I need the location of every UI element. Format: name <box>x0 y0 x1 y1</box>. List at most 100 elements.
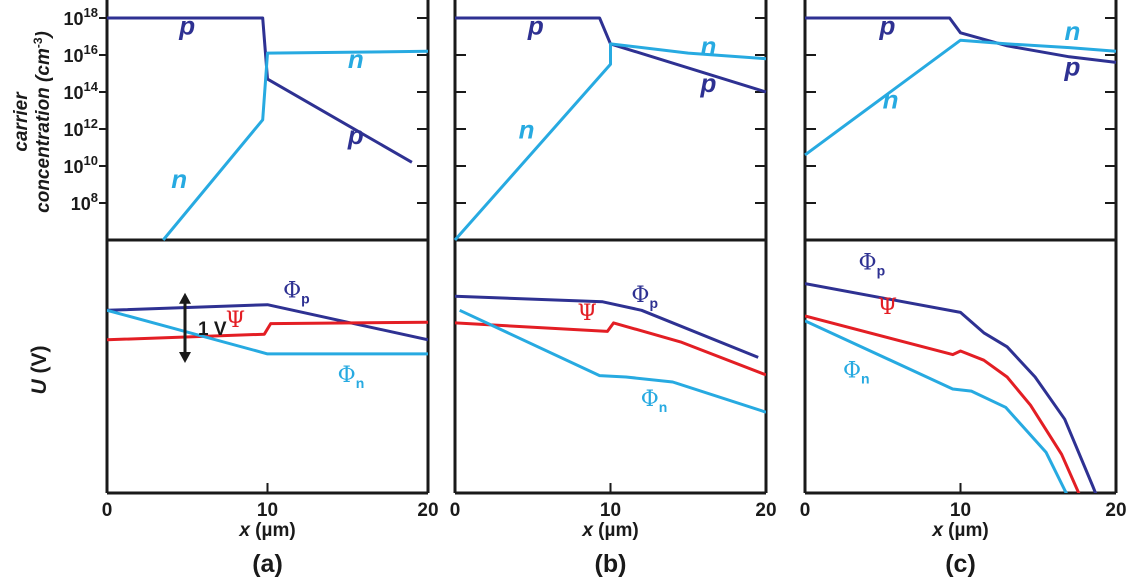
panel-label: (c) <box>945 550 976 578</box>
y-tick-label-base: 10 <box>64 46 84 66</box>
panel-label: (a) <box>252 550 283 578</box>
potential-label: Φn <box>843 359 870 387</box>
y-tick-label-base: 10 <box>64 9 84 29</box>
carrier-curve-n <box>804 38 1117 157</box>
y-tick-label-base: 10 <box>64 157 84 177</box>
x-tick-label: 10 <box>600 500 621 521</box>
potential-label-base: Φ <box>843 359 861 384</box>
x-axis-label: x (µm) <box>238 520 295 541</box>
potential-label: Ψ <box>578 301 597 326</box>
x-tick-label: 20 <box>755 500 776 521</box>
carrier-label-p: p <box>878 11 895 41</box>
carrier-curve-p <box>805 16 1117 64</box>
y-tick-label: 1012 <box>64 116 99 140</box>
carrier-label-n: n <box>1065 16 1081 46</box>
y-tick-label-exp: 18 <box>84 5 98 20</box>
scale-bar-label: 1 V <box>198 319 227 340</box>
potential-label-base: Ψ <box>226 308 245 333</box>
potential-label: Φn <box>338 363 365 391</box>
x-axis-label-symbol: x <box>581 520 594 541</box>
potential-curve <box>455 294 759 359</box>
x-axis-label: x (µm) <box>931 520 988 541</box>
potential-curve <box>805 314 1081 493</box>
panel-label: (b) <box>595 550 627 578</box>
carrier-curve-p <box>455 16 767 94</box>
y-axis-labels: carrier concentration (cm-3) U (V) <box>11 31 54 394</box>
carrier-label-n: n <box>171 164 187 194</box>
x-axis-label-symbol: x <box>931 520 944 541</box>
carrier-label-n: n <box>519 114 535 144</box>
potential-label-base: Φ <box>283 279 301 304</box>
potential-label-sub: n <box>659 399 668 415</box>
y-axis-top-label-line1: carrier <box>11 91 32 152</box>
y-axis-bottom-label-unit: (V) <box>28 346 51 380</box>
y-axis-top-label-close: ) <box>33 31 54 39</box>
potential-label-base: Φ <box>641 387 659 412</box>
y-axis-bottom-label-symbol: U <box>28 379 51 395</box>
potential-label: Φp <box>631 283 658 311</box>
potential-curve <box>805 282 1098 493</box>
potential-label-base: Ψ <box>878 295 897 320</box>
potential-curve <box>107 303 428 342</box>
y-tick-label-base: 10 <box>71 194 91 214</box>
y-tick-label: 108 <box>71 190 98 214</box>
x-axis-label-unit: (µm) <box>593 520 639 541</box>
x-tick-label: 0 <box>450 500 461 521</box>
carrier-label-p: p <box>527 11 544 41</box>
potential-label-sub: p <box>649 295 658 311</box>
potential-label: Φp <box>859 251 886 279</box>
carrier-label-p: p <box>700 68 717 98</box>
y-tick-label: 1010 <box>64 153 99 177</box>
potential-label-sub: n <box>356 375 365 391</box>
potential-curves <box>455 294 766 414</box>
x-tick-label: 0 <box>102 500 113 521</box>
potential-label-base: Φ <box>338 363 356 388</box>
y-tick-label-base: 10 <box>64 120 84 140</box>
carrier-label-n: n <box>348 44 364 74</box>
x-tick-label: 20 <box>1105 500 1126 521</box>
carrier-label-n: n <box>701 31 717 61</box>
x-axis-label-unit: (µm) <box>250 520 296 541</box>
y-tick-label: 1016 <box>64 42 99 66</box>
carrier-curve-n <box>162 49 429 241</box>
y-axis-top-label-line2: concentration (cm-3) <box>31 31 54 213</box>
y-tick-label: 1014 <box>64 79 99 103</box>
potential-label-sub: p <box>301 291 310 307</box>
x-tick-label: 0 <box>800 500 811 521</box>
potential-label-sub: n <box>861 371 870 387</box>
x-tick-label: 10 <box>257 500 278 521</box>
x-axis-label-symbol: x <box>238 520 251 541</box>
y-tick-label-exp: 16 <box>84 42 98 57</box>
y-tick-label-exp: 8 <box>91 190 98 205</box>
carrier-curve-n <box>453 42 767 241</box>
y-tick-label-exp: 10 <box>84 153 98 168</box>
scale-bar-arrow-down <box>179 351 191 363</box>
potential-curve <box>107 308 428 356</box>
carrier-label-p: p <box>347 120 364 150</box>
potential-label-sub: p <box>877 263 886 279</box>
potential-label: Φp <box>283 279 310 307</box>
y-tick-label-exp: 14 <box>84 79 99 94</box>
potential-curve <box>455 321 766 377</box>
carrier-label-n: n <box>883 85 899 115</box>
potential-curves <box>107 303 428 356</box>
y-tick-label-base: 10 <box>64 83 84 103</box>
potential-label: Ψ <box>226 308 245 333</box>
x-tick-label: 10 <box>950 500 971 521</box>
x-axis-label: x (µm) <box>581 520 638 541</box>
y-axis-bottom-label: U (V) <box>28 346 51 395</box>
potential-label: Ψ <box>878 295 897 320</box>
scale-bar-arrow-up <box>179 292 191 304</box>
potential-curve <box>805 319 1068 493</box>
y-axis-top-label-sup: -3 <box>31 37 45 48</box>
panel-3: 0 10 20 x (µm) (c) p n p n Φp Ψ Φn <box>800 0 1127 578</box>
potential-label: Φn <box>641 387 668 415</box>
x-tick-label: 20 <box>417 500 438 521</box>
y-tick-label-exp: 12 <box>84 116 98 131</box>
potential-curves <box>805 282 1098 493</box>
x-axis-label-unit: (µm) <box>943 520 989 541</box>
